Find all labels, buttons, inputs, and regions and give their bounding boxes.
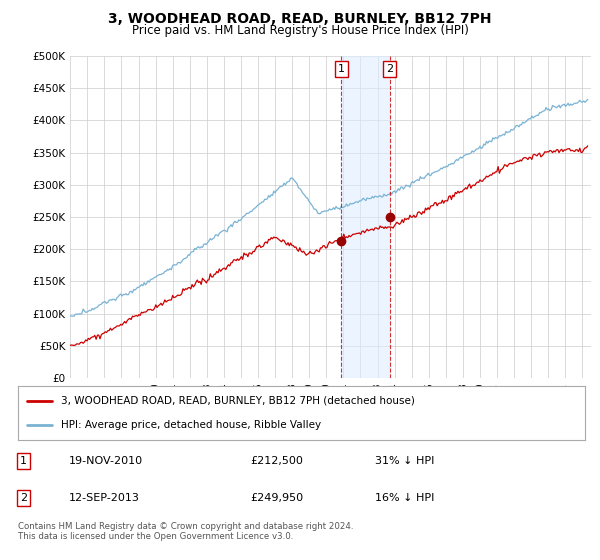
Text: Price paid vs. HM Land Registry's House Price Index (HPI): Price paid vs. HM Land Registry's House … xyxy=(131,24,469,37)
Text: £249,950: £249,950 xyxy=(250,493,304,503)
Text: 1: 1 xyxy=(338,64,345,74)
Text: 2: 2 xyxy=(386,64,393,74)
Text: 19-NOV-2010: 19-NOV-2010 xyxy=(69,456,143,466)
Text: Contains HM Land Registry data © Crown copyright and database right 2024.
This d: Contains HM Land Registry data © Crown c… xyxy=(18,522,353,542)
Text: 3, WOODHEAD ROAD, READ, BURNLEY, BB12 7PH (detached house): 3, WOODHEAD ROAD, READ, BURNLEY, BB12 7P… xyxy=(61,396,415,406)
Bar xyxy=(341,56,389,378)
Text: £212,500: £212,500 xyxy=(250,456,304,466)
Text: 12-SEP-2013: 12-SEP-2013 xyxy=(69,493,140,503)
Text: 1: 1 xyxy=(20,456,27,466)
Text: 31% ↓ HPI: 31% ↓ HPI xyxy=(375,456,434,466)
Text: 2: 2 xyxy=(20,493,27,503)
Text: 3, WOODHEAD ROAD, READ, BURNLEY, BB12 7PH: 3, WOODHEAD ROAD, READ, BURNLEY, BB12 7P… xyxy=(108,12,492,26)
Text: HPI: Average price, detached house, Ribble Valley: HPI: Average price, detached house, Ribb… xyxy=(61,420,320,430)
Text: 16% ↓ HPI: 16% ↓ HPI xyxy=(375,493,434,503)
